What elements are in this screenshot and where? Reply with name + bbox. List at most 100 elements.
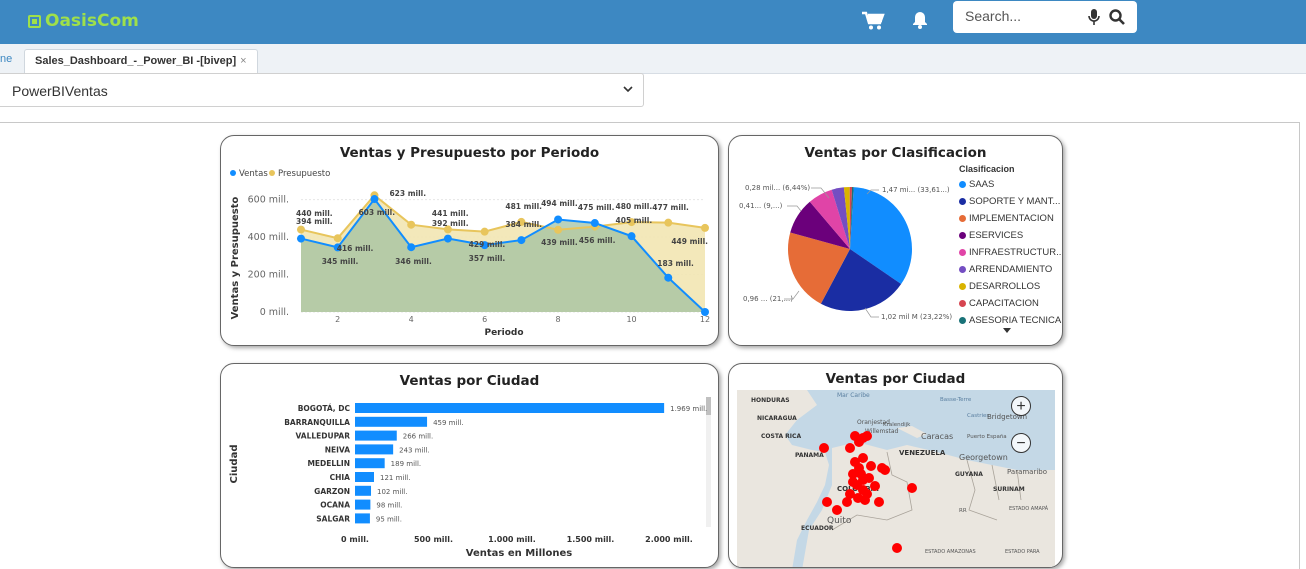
zoom-out-button[interactable]: − bbox=[1011, 433, 1031, 453]
tab-home[interactable]: ne bbox=[0, 53, 13, 65]
pie-slice[interactable] bbox=[809, 189, 850, 249]
ventas-point[interactable] bbox=[480, 241, 489, 250]
map-dot[interactable] bbox=[860, 495, 870, 505]
map-dot[interactable] bbox=[866, 461, 876, 471]
bar[interactable] bbox=[355, 485, 372, 496]
pie-callout-label: 0,96 ... (21,...) bbox=[743, 295, 793, 303]
map[interactable]: Mar Caribe HONDURAS NICARAGUA COSTA RICA… bbox=[737, 390, 1055, 567]
map-dot[interactable] bbox=[856, 469, 866, 479]
presupuesto-point[interactable] bbox=[517, 217, 526, 226]
line-chart-title: Ventas y Presupuesto por Periodo bbox=[339, 145, 600, 161]
presupuesto-point[interactable] bbox=[297, 225, 305, 234]
map-label-basse-terre: Basse-Terre bbox=[940, 397, 972, 403]
ventas-point[interactable] bbox=[407, 243, 416, 252]
tab-sales-dashboard[interactable]: Sales_Dashboard_-_Power_BI -[bivep] × bbox=[24, 49, 258, 73]
ventas-point[interactable] bbox=[517, 236, 526, 245]
pie-slice[interactable] bbox=[820, 249, 902, 311]
map-dot[interactable] bbox=[845, 443, 855, 453]
presupuesto-point[interactable] bbox=[480, 227, 489, 236]
map-dot[interactable] bbox=[822, 497, 832, 507]
pie-slice[interactable] bbox=[849, 187, 853, 249]
bar[interactable] bbox=[355, 458, 385, 469]
pie-legend-title: Clasificacion bbox=[959, 164, 1015, 174]
bell-icon[interactable] bbox=[912, 11, 928, 29]
bar-scrollbar-thumb[interactable] bbox=[706, 397, 711, 415]
ventas-point[interactable] bbox=[333, 243, 342, 252]
map-dot[interactable] bbox=[842, 497, 852, 507]
bar-x-tick-label: 500 mill. bbox=[414, 535, 453, 544]
presupuesto-point[interactable] bbox=[554, 225, 563, 234]
presupuesto-point[interactable] bbox=[701, 223, 709, 232]
map-dot[interactable] bbox=[862, 431, 872, 441]
ventas-point[interactable] bbox=[554, 215, 563, 224]
legend-presupuesto-label: Presupuesto bbox=[278, 169, 330, 179]
line-chart-card: Ventas y Presupuesto por Periodo Ventas … bbox=[220, 135, 719, 346]
pie-legend-item[interactable]: DESARROLLOS bbox=[959, 278, 1062, 295]
ventas-point[interactable] bbox=[590, 219, 599, 228]
logo[interactable]: OasisCom bbox=[28, 11, 139, 31]
mic-icon[interactable] bbox=[1088, 9, 1100, 25]
presupuesto-point[interactable] bbox=[443, 225, 452, 234]
map-dot[interactable] bbox=[864, 473, 874, 483]
search-icon[interactable] bbox=[1109, 9, 1125, 25]
zoom-in-button[interactable]: + bbox=[1011, 396, 1031, 416]
data-label: 183 mill. bbox=[657, 259, 694, 268]
ventas-point[interactable] bbox=[443, 234, 452, 243]
map-dot[interactable] bbox=[858, 453, 868, 463]
presupuesto-point[interactable] bbox=[627, 218, 636, 227]
bar[interactable] bbox=[355, 444, 394, 455]
pie-legend-item[interactable]: SAAS bbox=[959, 176, 1062, 193]
ventas-point[interactable] bbox=[664, 273, 673, 282]
data-label: 603 mill. bbox=[358, 208, 395, 217]
bar[interactable] bbox=[355, 403, 665, 413]
bar[interactable] bbox=[355, 430, 397, 441]
bar[interactable] bbox=[355, 472, 374, 482]
map-dot[interactable] bbox=[870, 481, 880, 491]
bar-value-label: 459 mill. bbox=[433, 419, 463, 427]
ventas-point[interactable] bbox=[297, 234, 305, 243]
pie-legend-item[interactable]: ESERVICES bbox=[959, 227, 1062, 244]
close-icon[interactable]: × bbox=[240, 55, 247, 67]
ventas-point[interactable] bbox=[627, 232, 636, 241]
pie-legend-item[interactable]: SOPORTE Y MANT... bbox=[959, 193, 1062, 210]
pie-legend-item[interactable]: IMPLEMENTACION bbox=[959, 210, 1062, 227]
bar-scrollbar-track[interactable] bbox=[706, 397, 711, 527]
bar[interactable] bbox=[355, 416, 428, 427]
pie-slice[interactable] bbox=[850, 187, 854, 249]
ventas-point[interactable] bbox=[701, 308, 709, 316]
pie-slice[interactable] bbox=[790, 201, 850, 249]
map-dot[interactable] bbox=[907, 483, 917, 493]
map-dot[interactable] bbox=[892, 543, 902, 553]
map-dot[interactable] bbox=[848, 477, 858, 487]
y-tick-label: 0 mill. bbox=[260, 307, 289, 318]
pie-slice[interactable] bbox=[850, 187, 912, 285]
presupuesto-point[interactable] bbox=[664, 218, 673, 227]
y-tick-label: 600 mill. bbox=[248, 195, 289, 206]
map-dot[interactable] bbox=[845, 489, 855, 499]
map-dot[interactable] bbox=[819, 443, 829, 453]
bar[interactable] bbox=[355, 513, 370, 524]
ventas-point[interactable] bbox=[370, 195, 379, 204]
search-input[interactable] bbox=[963, 7, 1087, 25]
legend-more-icon[interactable] bbox=[1003, 328, 1011, 334]
x-tick-label: 2 bbox=[335, 315, 340, 324]
data-label: 440 mill. bbox=[296, 209, 333, 218]
cart-icon[interactable] bbox=[861, 11, 885, 31]
pie-slice[interactable] bbox=[843, 187, 850, 249]
presupuesto-point[interactable] bbox=[407, 220, 416, 229]
map-dot[interactable] bbox=[874, 497, 884, 507]
report-select[interactable]: PowerBIVentas bbox=[0, 73, 644, 107]
map-dot[interactable] bbox=[880, 465, 890, 475]
bar-category-label: SALGAR bbox=[316, 514, 350, 523]
pie-legend-label: ASESORIA TECNICA bbox=[969, 315, 1062, 326]
pie-legend-item[interactable]: ARRENDAMIENTO bbox=[959, 261, 1062, 278]
map-dot[interactable] bbox=[832, 505, 842, 515]
pie-legend-item[interactable]: ASESORIA TECNICA bbox=[959, 312, 1062, 329]
pie-legend-item[interactable]: INFRAESTRUCTUR... bbox=[959, 244, 1062, 261]
pie-slice[interactable] bbox=[831, 187, 850, 249]
map-dot[interactable] bbox=[848, 469, 858, 479]
presupuesto-point[interactable] bbox=[333, 234, 342, 243]
pie-slice[interactable] bbox=[788, 232, 850, 304]
bar[interactable] bbox=[355, 499, 371, 510]
pie-legend-item[interactable]: CAPACITACION bbox=[959, 295, 1062, 312]
